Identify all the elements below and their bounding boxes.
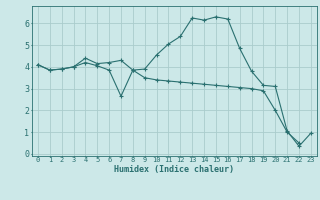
X-axis label: Humidex (Indice chaleur): Humidex (Indice chaleur): [115, 165, 234, 174]
